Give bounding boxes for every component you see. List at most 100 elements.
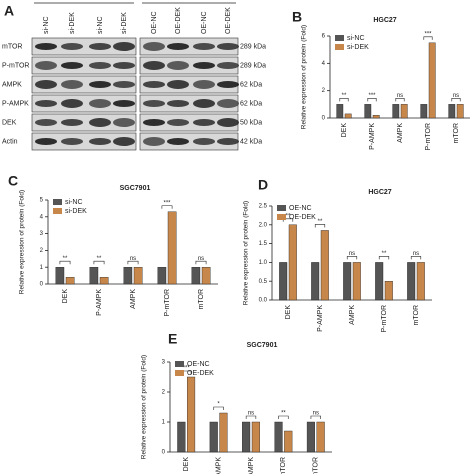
band xyxy=(167,138,189,145)
bar xyxy=(167,211,177,285)
x-tick-label: DEK xyxy=(183,457,190,472)
sig-label: ns xyxy=(349,251,355,257)
band xyxy=(35,119,57,126)
band xyxy=(217,62,239,69)
y-tick-label: 4 xyxy=(322,61,326,67)
legend-swatch xyxy=(277,205,286,211)
y-tick-label: 4 xyxy=(40,214,44,220)
blot-bg xyxy=(31,37,137,56)
sig-label: ** xyxy=(63,256,68,262)
sig-bracket xyxy=(395,98,405,102)
band xyxy=(89,118,111,127)
band xyxy=(113,42,135,51)
y-tick-label: 6 xyxy=(322,34,326,40)
y-tick-label: 0 xyxy=(162,450,166,456)
x-tick-label: AMPK xyxy=(349,305,356,325)
size-label: 289 kDa xyxy=(240,43,266,50)
band xyxy=(167,100,189,107)
bar xyxy=(456,104,464,119)
bar xyxy=(372,115,380,119)
blot-bg xyxy=(31,56,137,75)
x-tick-label: AMPK xyxy=(397,123,404,143)
chart-title: SGC7901 xyxy=(120,185,151,192)
sig-label: ** xyxy=(318,219,323,225)
band xyxy=(143,100,165,107)
sig-label: ** xyxy=(281,411,286,417)
band xyxy=(61,62,83,69)
column-label: OE-NC xyxy=(201,11,208,34)
band xyxy=(35,43,57,50)
column-label: OE-NC xyxy=(151,11,158,34)
y-tick-label: 0.5 xyxy=(259,279,268,285)
x-tick-label: AMPK xyxy=(130,289,137,309)
x-tick-label: AMPK xyxy=(248,457,255,474)
band xyxy=(89,138,111,145)
sig-bracket xyxy=(59,260,71,265)
band xyxy=(143,119,165,126)
blot-bg xyxy=(31,75,137,94)
sig-bracket xyxy=(245,415,257,419)
bar xyxy=(219,412,228,453)
sig-bracket xyxy=(195,260,207,265)
bar xyxy=(123,267,133,285)
sig-label: ns xyxy=(413,251,419,257)
x-tick-label: P-mTOR xyxy=(280,457,287,474)
bar xyxy=(191,267,201,285)
y-axis-label: Relative expression of protein (Fold) xyxy=(19,190,26,294)
y-tick-label: 2 xyxy=(40,248,44,254)
band xyxy=(113,137,135,146)
y-tick-label: 2.0 xyxy=(259,222,268,228)
sig-label: ns xyxy=(248,411,254,417)
bar xyxy=(316,421,325,453)
size-label: 62 kDa xyxy=(240,81,262,88)
band xyxy=(193,62,215,69)
blot-bg xyxy=(31,132,137,151)
band xyxy=(35,80,57,89)
column-label: OE-DEK xyxy=(225,7,232,34)
band xyxy=(35,138,57,145)
y-tick-label: 5 xyxy=(40,198,44,204)
panel-letter: D xyxy=(258,177,268,193)
band xyxy=(167,80,189,89)
x-tick-label: P-mTOR xyxy=(425,123,432,150)
bar xyxy=(336,104,344,119)
sig-bracket xyxy=(423,36,433,40)
sig-label: ns xyxy=(453,93,459,99)
bar xyxy=(344,113,352,119)
band xyxy=(193,119,215,126)
bar xyxy=(428,42,436,119)
x-tick-label: P-mTOR xyxy=(381,305,388,332)
x-tick-label: DEK xyxy=(62,289,69,304)
bar xyxy=(364,104,372,119)
legend-label: OE-NC xyxy=(289,205,312,212)
y-tick-label: 1 xyxy=(162,420,166,426)
x-tick-label: P-mTOR xyxy=(164,289,171,316)
x-tick-label: mTOR xyxy=(453,123,460,143)
legend-swatch xyxy=(53,208,62,214)
band xyxy=(193,99,215,108)
sig-bracket xyxy=(161,205,173,209)
sig-label: ns xyxy=(198,256,204,262)
sig-bracket xyxy=(93,260,105,265)
bar xyxy=(392,104,400,119)
band xyxy=(217,81,239,88)
sig-bracket xyxy=(378,256,390,260)
x-tick-label: DEK xyxy=(341,123,348,138)
bar xyxy=(375,262,384,301)
x-tick-label: mTOR xyxy=(313,457,320,474)
legend-label: si-NC xyxy=(65,199,83,206)
x-tick-label: P-AMPK xyxy=(96,289,103,316)
band xyxy=(35,100,57,107)
bar xyxy=(320,230,329,301)
size-label: 62 kDa xyxy=(240,100,262,107)
legend-swatch xyxy=(53,199,62,205)
bar xyxy=(343,262,352,301)
blot-bg xyxy=(31,113,137,132)
sig-label: *** xyxy=(183,366,191,372)
band xyxy=(113,62,135,69)
blot-bg xyxy=(31,94,137,113)
sig-bracket xyxy=(278,415,289,419)
sig-bracket xyxy=(451,98,461,102)
sig-bracket xyxy=(346,256,358,260)
legend-swatch xyxy=(335,35,344,41)
